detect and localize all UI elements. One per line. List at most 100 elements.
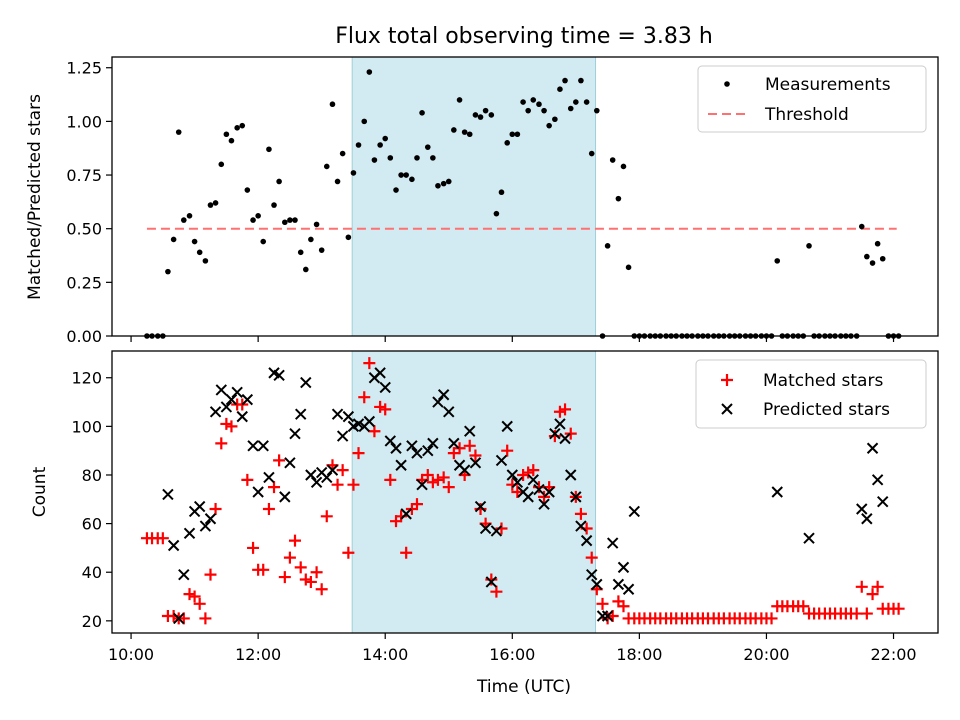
matched-star-point [511,486,524,498]
predicted-star-point [527,474,539,486]
matched-star-point [336,464,349,477]
matched-star-point [358,391,371,404]
predicted-star-point [162,488,174,501]
matched-star-point [188,590,201,603]
predicted-star-point [400,508,412,520]
legend-measurements-marker [724,81,730,87]
top-panel: 0.00 0.25 0.50 0.75 1.00 1.25 Matched/Predict… [25,56,939,346]
x-tick-label: 10:00 [108,645,154,664]
measurement-point [403,172,409,178]
predicted-star-point [416,478,428,491]
bottom-y-tick-label: 20 [82,612,102,631]
matched-star-point [410,498,423,511]
measurement-point [567,105,574,112]
top-x-axis [130,336,895,342]
measurement-point [869,260,876,266]
predicted-star-point [178,568,190,581]
measurement-point [271,202,277,208]
measurement-point [546,122,552,129]
chart-title: Flux total observing time = 3.83 h [335,24,713,49]
matched-star-point [199,612,212,625]
bottom-y-tick-label: 100 [71,417,102,436]
predicted-star-points [162,367,889,625]
legend-predicted-marker [721,403,733,415]
measurement-point [864,253,870,260]
predicted-star-point [538,498,550,510]
matched-star-point [384,473,397,486]
predicted-star-point [771,486,783,498]
predicted-star-point [596,610,609,622]
measurement-point [488,112,495,118]
predicted-star-point [342,410,355,423]
x-tick-label: 16:00 [489,645,535,664]
measurement-point [387,155,394,161]
measurement-point [593,107,600,114]
predicted-star-point [252,486,264,498]
measurement-point [456,97,463,103]
measurement-point [292,217,298,223]
predicted-star-point [193,500,206,513]
predicted-star-point [522,491,534,503]
matched-star-point [268,481,281,494]
matched-star-point [368,425,381,438]
predicted-star-point [427,437,439,450]
top-y-axis: 0.00 0.25 0.50 0.75 1.00 1.25 [66,59,112,346]
matched-star-point [617,600,630,613]
predicted-star-point [231,386,243,399]
top-observing-window [351,56,597,337]
legend-predicted-label: Predicted stars [763,400,890,420]
measurement-point [318,247,325,253]
matched-star-point [273,454,286,467]
matched-star-point [283,551,296,564]
predicted-star-point [501,420,513,433]
matched-star-point [431,473,444,486]
measurement-point [858,223,865,230]
predicted-star-point [305,469,317,481]
measurement-point [493,210,500,217]
predicted-star-point [379,381,391,394]
matched-star-point [855,580,868,593]
predicted-star-point [331,408,344,420]
measurement-point [552,116,558,123]
matched-star-point [421,468,434,481]
predicted-star-point [437,389,450,401]
matched-star-point [310,566,323,579]
matched-star-point [532,481,545,494]
predicted-star-point [612,578,625,591]
predicted-star-point [803,532,815,544]
measurement-point [477,114,484,120]
matched-star-point [400,546,413,559]
matched-star-point [437,471,450,484]
measurement-point [419,110,425,116]
predicted-star-point [549,427,561,440]
bottom-y-axis: 20 40 60 80 100 120 [71,369,112,631]
measurement-point [334,178,341,185]
measurement-point [414,155,420,161]
predicted-star-point [877,496,889,508]
measurement-point [541,107,547,114]
matched-star-point [225,420,238,433]
bottom-x-axis: 10:00 12:00 14:00 16:00 18:00 20:00 22:00 [108,633,917,664]
predicted-star-point [321,471,333,484]
matched-star-point [262,503,275,516]
matched-star-point [342,546,355,559]
matched-star-point [257,563,270,576]
measurement-point [620,163,627,170]
bottom-panel: 20 40 60 80 100 120 10:00 12:00 14:00 16:00 18:00… [30,350,939,697]
measurement-point [578,77,584,84]
top-plot-frame [111,56,939,337]
measurement-point [482,107,489,114]
predicted-star-point [390,442,402,454]
predicted-star-point [490,525,503,537]
predicted-star-point [474,500,487,513]
x-tick-label: 12:00 [235,645,281,664]
matched-star-point [215,437,228,450]
measurement-point [504,140,511,146]
predicted-star-point [559,432,571,445]
predicted-star-point [565,469,577,481]
bottom-y-tick-label: 60 [82,515,102,534]
predicted-star-point [247,440,259,452]
measurement-point [874,240,881,247]
predicted-star-point [554,418,566,430]
predicted-star-point [209,406,222,418]
